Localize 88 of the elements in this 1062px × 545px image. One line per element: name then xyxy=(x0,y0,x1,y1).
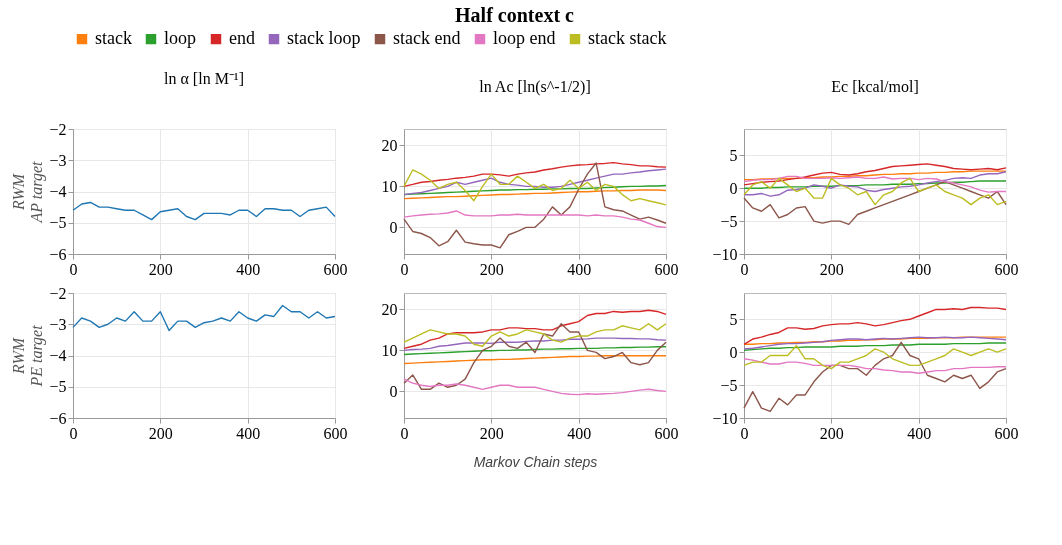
y-tick-label: −4 xyxy=(49,347,67,364)
line-series xyxy=(743,180,1007,226)
x-tick-label: 600 xyxy=(323,260,348,278)
x-tick-label: 200 xyxy=(479,424,504,442)
y-tick-label: −6 xyxy=(49,245,67,263)
x-tick-label: 0 xyxy=(400,424,409,442)
y-tick-label: −4 xyxy=(49,183,67,200)
x-tick-label: 0 xyxy=(400,260,409,278)
line-series xyxy=(72,304,336,332)
x-tick-label: 200 xyxy=(819,424,844,442)
x-tick-label: 600 xyxy=(323,424,348,442)
y-tick-label: 20 xyxy=(381,136,398,154)
legend-label: loop xyxy=(164,28,197,49)
x-tick-label: 0 xyxy=(740,260,749,278)
y-tick-label: 5 xyxy=(729,310,738,328)
line-series xyxy=(743,342,1007,351)
line-series xyxy=(743,341,1007,413)
line-series xyxy=(743,344,1007,370)
y-tick-label: −6 xyxy=(49,409,67,427)
x-tick-label: 0 xyxy=(69,260,78,278)
x-tick-label: 200 xyxy=(148,260,173,278)
x-tick-label: 200 xyxy=(819,260,844,278)
y-tick-label: −5 xyxy=(720,376,738,394)
chart-title: Ec [kcal/mol] xyxy=(831,78,919,95)
line-series xyxy=(743,180,1007,189)
x-tick-label: 200 xyxy=(479,260,504,278)
y-tick-label: −2 xyxy=(49,284,67,302)
text: Half context c xyxy=(455,4,575,26)
line-series xyxy=(403,323,667,347)
x-tick-label: 200 xyxy=(148,424,173,442)
line-series xyxy=(403,189,667,200)
x-tick-label: 400 xyxy=(907,424,932,442)
x-tick-label: 0 xyxy=(69,424,78,442)
y-tick-label: 10 xyxy=(381,341,398,359)
line-series xyxy=(72,201,336,221)
x-tick-label: 400 xyxy=(236,260,261,278)
line-series xyxy=(403,210,667,229)
y-tick-label: −5 xyxy=(720,212,738,230)
y-tick-label: 0 xyxy=(729,343,738,361)
legend-label: end xyxy=(229,28,255,49)
line-series xyxy=(403,337,667,352)
y-tick-label: 20 xyxy=(381,300,398,318)
line-series xyxy=(403,323,667,391)
line-series xyxy=(403,345,667,356)
y-tick-label: −3 xyxy=(49,315,67,333)
legend-label: stack stack xyxy=(588,28,667,49)
y-tick-label: −3 xyxy=(49,151,67,169)
line-series xyxy=(403,162,667,249)
y-tick-label: 0 xyxy=(389,382,398,400)
x-tick-label: 600 xyxy=(994,260,1019,278)
y-tick-label: 0 xyxy=(389,218,398,236)
x-tick-label: 0 xyxy=(740,424,749,442)
legend-label: stack end xyxy=(393,28,461,49)
line-series xyxy=(403,355,667,365)
line-series xyxy=(403,168,667,196)
line-series xyxy=(743,336,1007,350)
line-series xyxy=(403,161,667,188)
y-tick-label: −2 xyxy=(49,120,67,138)
legend-label: stack xyxy=(95,28,132,49)
x-tick-label: 600 xyxy=(994,424,1019,442)
x-tick-label: 600 xyxy=(654,260,679,278)
legend-label: stack loop xyxy=(287,28,361,49)
y-axis-title: RWM PE target xyxy=(10,324,47,388)
line-series xyxy=(743,170,1007,181)
x-tick-label: 400 xyxy=(567,260,592,278)
chart-title: ln α [ln M⁻¹] xyxy=(164,70,244,87)
y-tick-label: −10 xyxy=(712,245,738,263)
x-tick-label: 600 xyxy=(654,424,679,442)
line-series xyxy=(743,358,1007,374)
y-axis-title: RWM AP target xyxy=(10,161,47,224)
y-tick-label: 10 xyxy=(381,177,398,195)
line-series xyxy=(743,177,1007,206)
x-tick-label: 400 xyxy=(567,424,592,442)
y-tick-label: −5 xyxy=(49,378,67,396)
line-series xyxy=(743,306,1007,346)
x-tick-label: 400 xyxy=(236,424,261,442)
x-tick-label: 400 xyxy=(907,260,932,278)
y-tick-label: −10 xyxy=(712,409,738,427)
line-series xyxy=(403,378,667,396)
y-tick-label: 0 xyxy=(729,179,738,197)
y-tick-label: −5 xyxy=(49,214,67,232)
y-tick-label: 5 xyxy=(729,146,738,164)
x-axis-title: Markov Chain steps xyxy=(473,453,598,470)
legend-label: loop end xyxy=(493,28,556,49)
line-series xyxy=(743,163,1007,186)
chart-title: ln Ac [ln(s^-1/2)] xyxy=(479,78,591,96)
line-series xyxy=(403,169,667,206)
line-series xyxy=(403,309,667,350)
